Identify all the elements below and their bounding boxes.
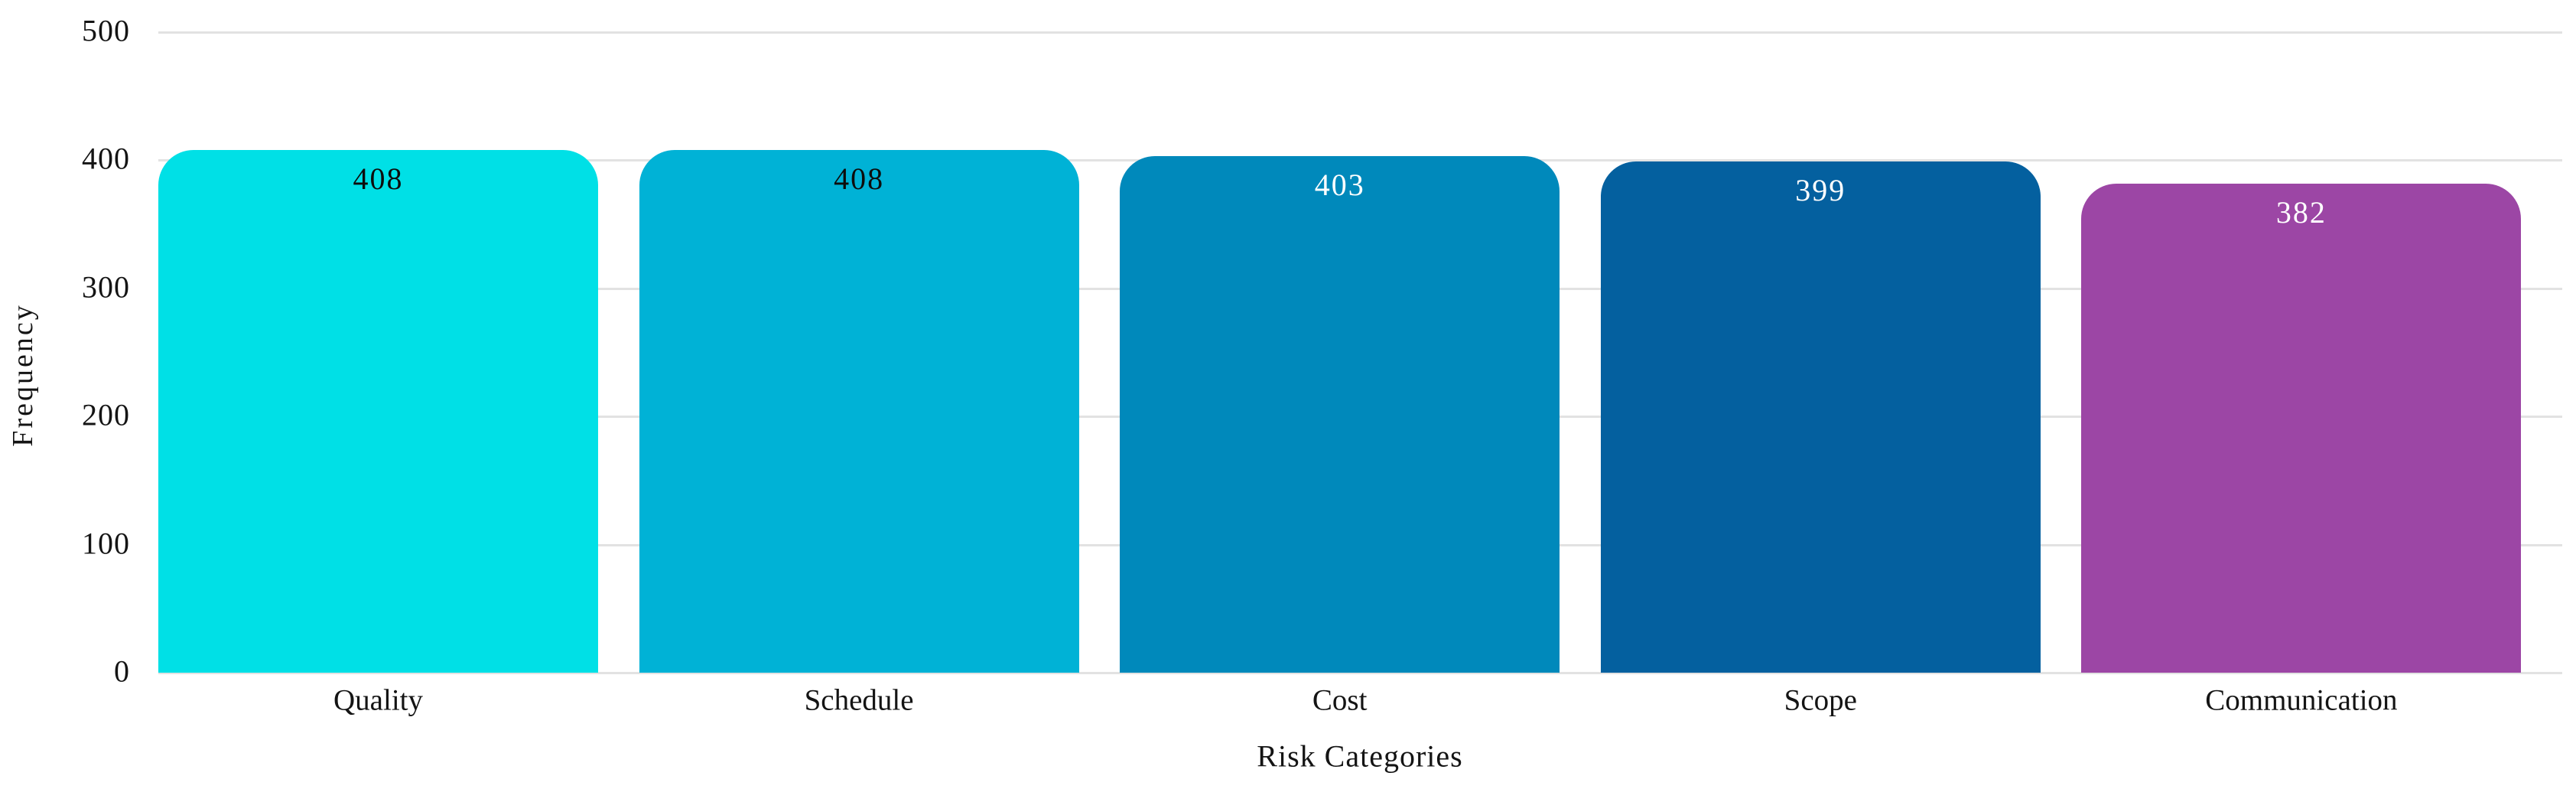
x-axis-title: Risk Categories	[1257, 738, 1463, 774]
y-tick-label-100: 100	[82, 526, 130, 561]
x-category-label-quality: Quality	[333, 683, 423, 717]
y-tick-label-300: 300	[82, 269, 130, 305]
x-category-label-cost: Cost	[1312, 683, 1368, 717]
bar-quality[interactable]: 408	[158, 150, 598, 673]
bar-schedule[interactable]: 408	[639, 150, 1079, 673]
bar-value-label: 399	[1795, 173, 1846, 208]
y-tick-label-200: 200	[82, 397, 130, 432]
bar-scope[interactable]: 399	[1600, 161, 2041, 673]
bar-value-label: 382	[2275, 194, 2327, 230]
bar-value-label: 408	[834, 161, 885, 196]
bar-value-label: 403	[1314, 168, 1365, 203]
x-category-label-communication: Communication	[2205, 683, 2398, 717]
gridline-y-500	[158, 31, 2562, 34]
bar-communication[interactable]: 382	[2081, 183, 2522, 673]
x-category-label-schedule: Schedule	[804, 683, 914, 717]
y-tick-label-500: 500	[82, 13, 130, 48]
x-category-label-scope: Scope	[1784, 683, 1857, 717]
gridline-y-0	[158, 672, 2562, 674]
y-tick-label-0: 0	[114, 654, 130, 689]
bar-cost[interactable]: 403	[1120, 156, 1560, 673]
bar-value-label: 408	[353, 161, 404, 196]
y-tick-label-400: 400	[82, 142, 130, 177]
